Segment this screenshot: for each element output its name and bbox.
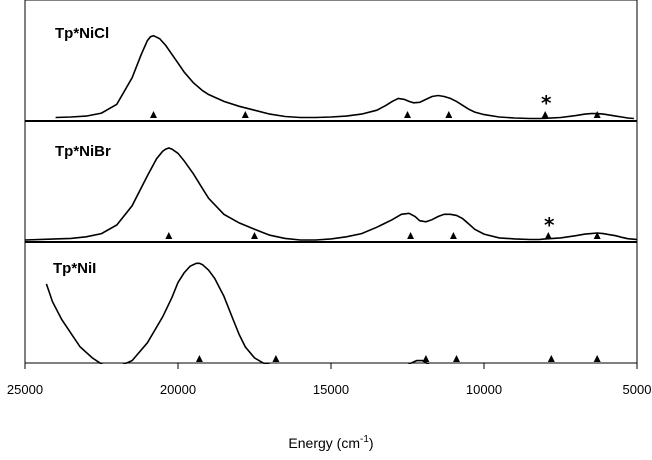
x-tick-label: 5000 [623, 382, 652, 397]
transition-marker [165, 232, 173, 239]
plot-frame [24, 0, 638, 364]
transition-marker [195, 355, 203, 362]
transition-marker [422, 355, 430, 362]
transition-marker [593, 232, 601, 239]
panel-label: Tp*NiBr [55, 143, 111, 160]
x-tick-label: 25000 [7, 382, 43, 397]
x-axis-title: Energy (cm-1) [288, 434, 373, 451]
spectrum-line-2 [24, 147, 638, 241]
x-tick-label: 10000 [466, 382, 502, 397]
transition-marker [593, 111, 601, 118]
x-tick-label: 15000 [313, 382, 349, 397]
panel-1: * Tp*NiCl [55, 25, 634, 120]
panel-2: * Tp*NiBr [24, 143, 638, 241]
transition-marker [453, 355, 460, 362]
below-axis-area [0, 364, 652, 394]
transition-marker [445, 111, 453, 118]
asterisk-marker: * [544, 213, 555, 237]
panel-label: Tp*NiCl [55, 25, 109, 42]
transition-marker [241, 111, 249, 118]
panel-label: Tp*NiI [53, 260, 96, 277]
transition-marker [272, 355, 280, 362]
transition-marker [547, 355, 555, 362]
x-tick-label: 20000 [160, 382, 196, 397]
transition-marker [541, 111, 549, 118]
asterisk-marker: * [541, 91, 552, 115]
x-axis: 25000 20000 15000 10000 5000 [7, 362, 652, 397]
transition-marker [251, 232, 258, 239]
transition-marker [544, 232, 552, 239]
transition-marker [404, 111, 411, 118]
transition-marker [407, 232, 415, 239]
spectrum-line-1 [55, 34, 634, 120]
transition-marker [593, 355, 601, 362]
panels-layer: *Tp*NiCl*Tp*NiBr*Tp*NiI [0, 25, 652, 394]
transition-marker [449, 232, 457, 239]
transition-marker [150, 111, 157, 118]
